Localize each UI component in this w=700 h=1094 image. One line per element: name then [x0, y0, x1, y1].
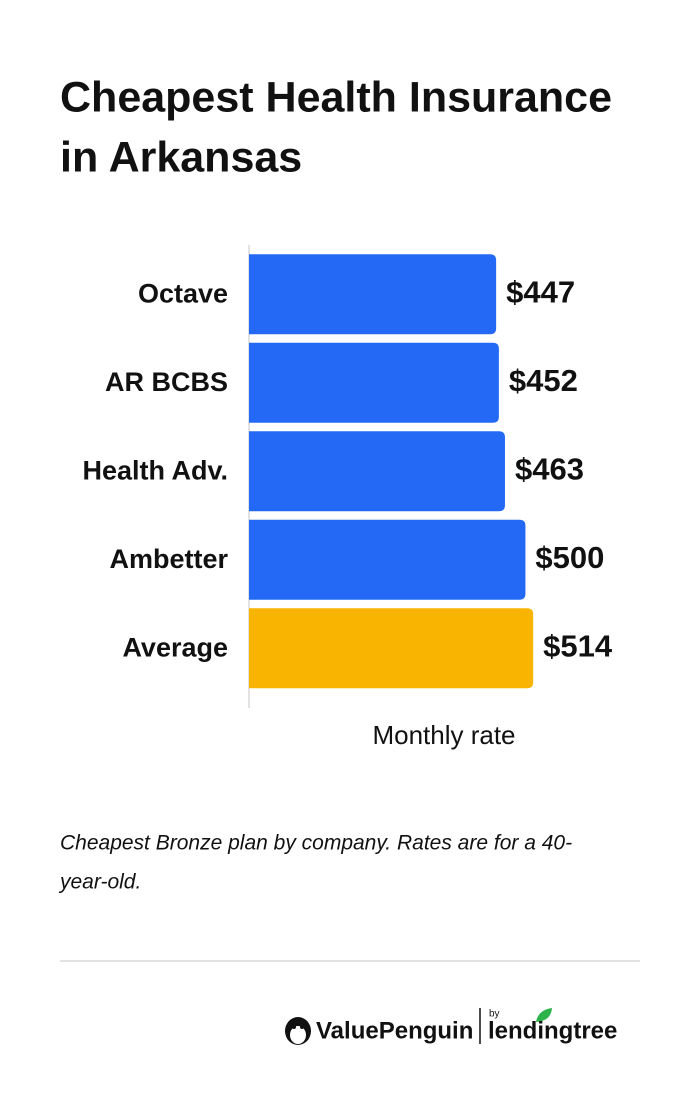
value-label: $500	[535, 540, 604, 575]
bar	[249, 608, 534, 689]
category-label: Average	[122, 632, 228, 662]
value-label: $463	[515, 451, 584, 486]
bar	[249, 254, 497, 335]
brand: ValuePenguin	[316, 1017, 473, 1044]
partner-by: by	[489, 1009, 500, 1020]
leaf-icon	[536, 1008, 552, 1022]
partner: lendingtree	[488, 1017, 617, 1044]
logo: ValuePenguin by lendingtree	[285, 1008, 617, 1045]
footnote: Cheapest Bronze plan by company. Rates a…	[60, 832, 572, 855]
category-label: Health Adv.	[82, 455, 228, 485]
category-label: AR BCBS	[105, 367, 228, 397]
category-label: Octave	[138, 278, 228, 308]
value-label: $447	[506, 274, 575, 309]
penguin-eye	[292, 1025, 296, 1029]
value-label: $452	[509, 363, 578, 398]
x-axis-label: Monthly rate	[372, 720, 515, 750]
chart-title: in Arkansas	[60, 133, 302, 181]
value-label: $514	[543, 628, 613, 663]
penguin-eye	[300, 1025, 304, 1029]
chart-title: Cheapest Health Insurance	[60, 73, 612, 121]
category-label: Ambetter	[109, 544, 228, 574]
bar	[249, 342, 499, 423]
penguin-belly	[290, 1026, 306, 1044]
bar	[249, 519, 526, 600]
bar	[249, 431, 505, 512]
footnote: year-old.	[58, 871, 141, 894]
